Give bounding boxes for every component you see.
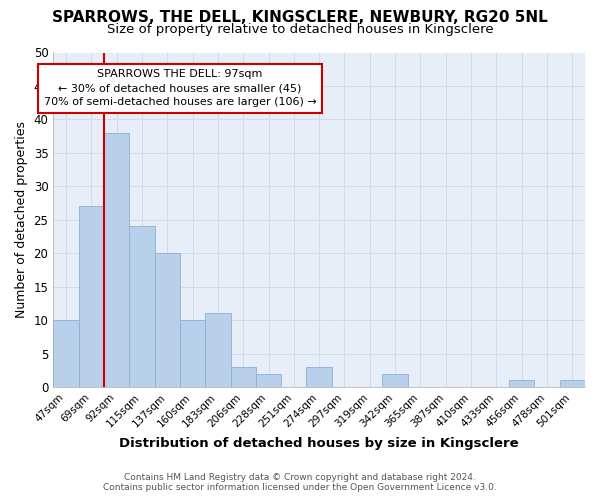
Bar [129, 226, 155, 387]
Text: SPARROWS THE DELL: 97sqm
← 30% of detached houses are smaller (45)
70% of semi-d: SPARROWS THE DELL: 97sqm ← 30% of detach… [44, 69, 316, 107]
Bar [560, 380, 585, 387]
Text: Contains HM Land Registry data © Crown copyright and database right 2024.
Contai: Contains HM Land Registry data © Crown c… [103, 473, 497, 492]
Bar [104, 133, 129, 387]
Bar [155, 253, 180, 387]
Y-axis label: Number of detached properties: Number of detached properties [15, 121, 28, 318]
Text: Size of property relative to detached houses in Kingsclere: Size of property relative to detached ho… [107, 22, 493, 36]
Bar [382, 374, 408, 387]
X-axis label: Distribution of detached houses by size in Kingsclere: Distribution of detached houses by size … [119, 437, 519, 450]
Bar [205, 314, 230, 387]
Bar [53, 320, 79, 387]
Bar [509, 380, 535, 387]
Bar [180, 320, 205, 387]
Text: SPARROWS, THE DELL, KINGSCLERE, NEWBURY, RG20 5NL: SPARROWS, THE DELL, KINGSCLERE, NEWBURY,… [52, 10, 548, 25]
Bar [79, 206, 104, 387]
Bar [230, 367, 256, 387]
Bar [256, 374, 281, 387]
Bar [307, 367, 332, 387]
